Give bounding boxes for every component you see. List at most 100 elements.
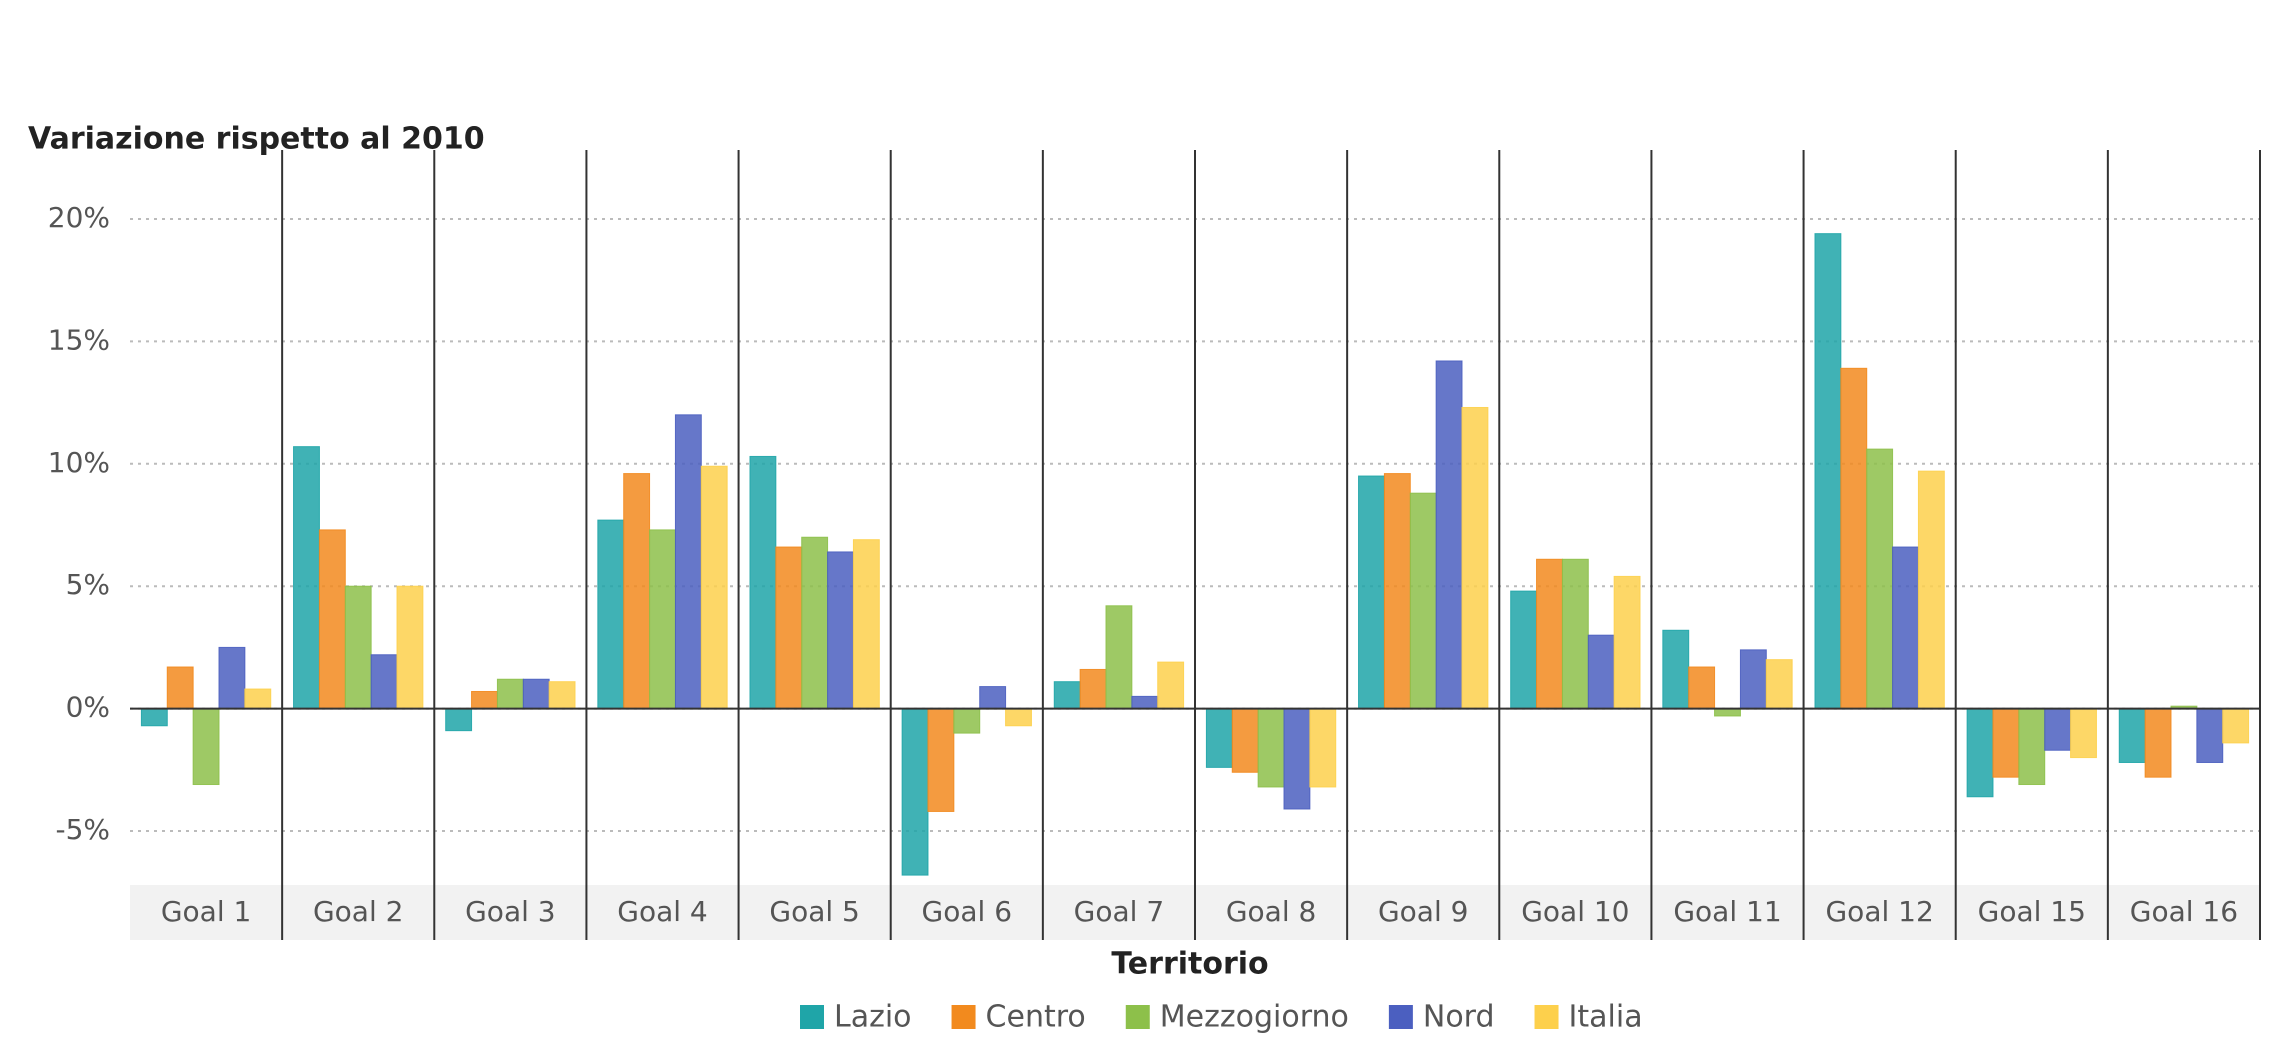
bar [318,529,346,710]
bar [1231,708,1259,773]
bar [775,546,803,710]
bar [1257,708,1285,788]
x-tick-label: Goal 3 [465,895,555,928]
bar [1917,470,1945,710]
legend-swatch [1388,1005,1413,1029]
bar [166,666,194,710]
bar [1739,649,1767,710]
bar [2222,708,2250,744]
legend-swatch [1125,1005,1150,1029]
legend-label: Centro [986,1000,1086,1035]
bar [2118,708,2146,763]
bar [1461,406,1489,710]
x-tick-label: Goal 2 [313,895,403,928]
y-tick-label: 5% [66,568,110,601]
y-tick-label: 0% [66,691,110,724]
bar [1536,558,1563,710]
bar [597,519,625,710]
bar [852,539,880,710]
y-tick-label: -5% [55,813,110,846]
bar [1157,661,1185,710]
bar [522,678,550,710]
bar [1105,605,1133,710]
bar [1814,233,1842,710]
bar [445,708,473,732]
bar [1309,708,1337,788]
bar [2144,708,2172,778]
bar [1992,708,2020,778]
legend-swatch [800,1005,824,1029]
bar [801,536,829,710]
y-tick-label: 15% [48,323,110,356]
bar [979,686,1007,710]
bar [344,585,372,710]
bar [2018,708,2046,786]
bar [953,708,981,734]
bar [1892,546,1919,710]
bar [1053,681,1081,710]
legend-label: Nord [1423,1000,1495,1035]
bar [496,678,524,710]
bar [1840,367,1868,710]
x-tick-label: Goal 12 [1825,895,1933,928]
x-tick-label: Goal 5 [769,895,859,928]
y-tick-label: 10% [48,446,110,479]
x-tick-label: Goal 16 [2130,895,2238,928]
legend-title: Territorio [1111,947,1268,982]
bar [1688,666,1716,710]
legend-label: Mezzogiorno [1160,1000,1349,1035]
x-tick-label: Goal 7 [1074,895,1164,928]
bar [901,708,929,876]
bar [548,681,576,710]
bar [2196,708,2224,763]
bar [2070,708,2097,759]
bar [1358,475,1385,710]
bar [192,708,220,786]
bar [1587,634,1615,710]
x-tick-label: Goal 11 [1673,895,1781,928]
bar [471,690,498,710]
x-tick-label: Goal 15 [1978,895,2086,928]
bar [1765,659,1793,710]
bar [218,646,246,710]
x-tick-label: Goal 10 [1521,895,1629,928]
bar [1435,360,1463,710]
bar [927,708,955,812]
bar [1131,695,1159,710]
bar [1662,629,1690,710]
bar [370,654,398,710]
bar [140,708,168,727]
bar [1005,708,1032,727]
bar [1079,668,1107,710]
bar [396,585,424,710]
bar [293,446,320,710]
bar [749,455,777,710]
x-tick-label: Goal 6 [922,895,1012,928]
legend-swatch [1534,1005,1559,1029]
legend-swatch [951,1005,976,1029]
y-tick-label: 20% [48,201,110,234]
bar [1283,708,1311,810]
bar [2044,708,2072,751]
bar [649,529,676,710]
legend-label: Lazio [834,1000,912,1035]
bar [1383,473,1411,710]
bar [244,688,272,710]
bar [1966,708,1994,798]
bar [623,473,651,710]
bar [674,414,702,710]
x-tick-label: Goal 1 [161,895,251,928]
bar [1613,575,1641,710]
bar [1714,708,1741,717]
bar [1409,492,1437,710]
chart-title: Variazione rispetto al 2010 [28,122,485,157]
bar [1510,590,1538,710]
bar [1205,708,1233,768]
bar [1561,558,1589,710]
x-tick-label: Goal 9 [1378,895,1468,928]
bar [1866,448,1894,710]
legend-label: Italia [1569,1000,1643,1035]
x-tick-label: Goal 8 [1226,895,1316,928]
bar [827,551,854,710]
